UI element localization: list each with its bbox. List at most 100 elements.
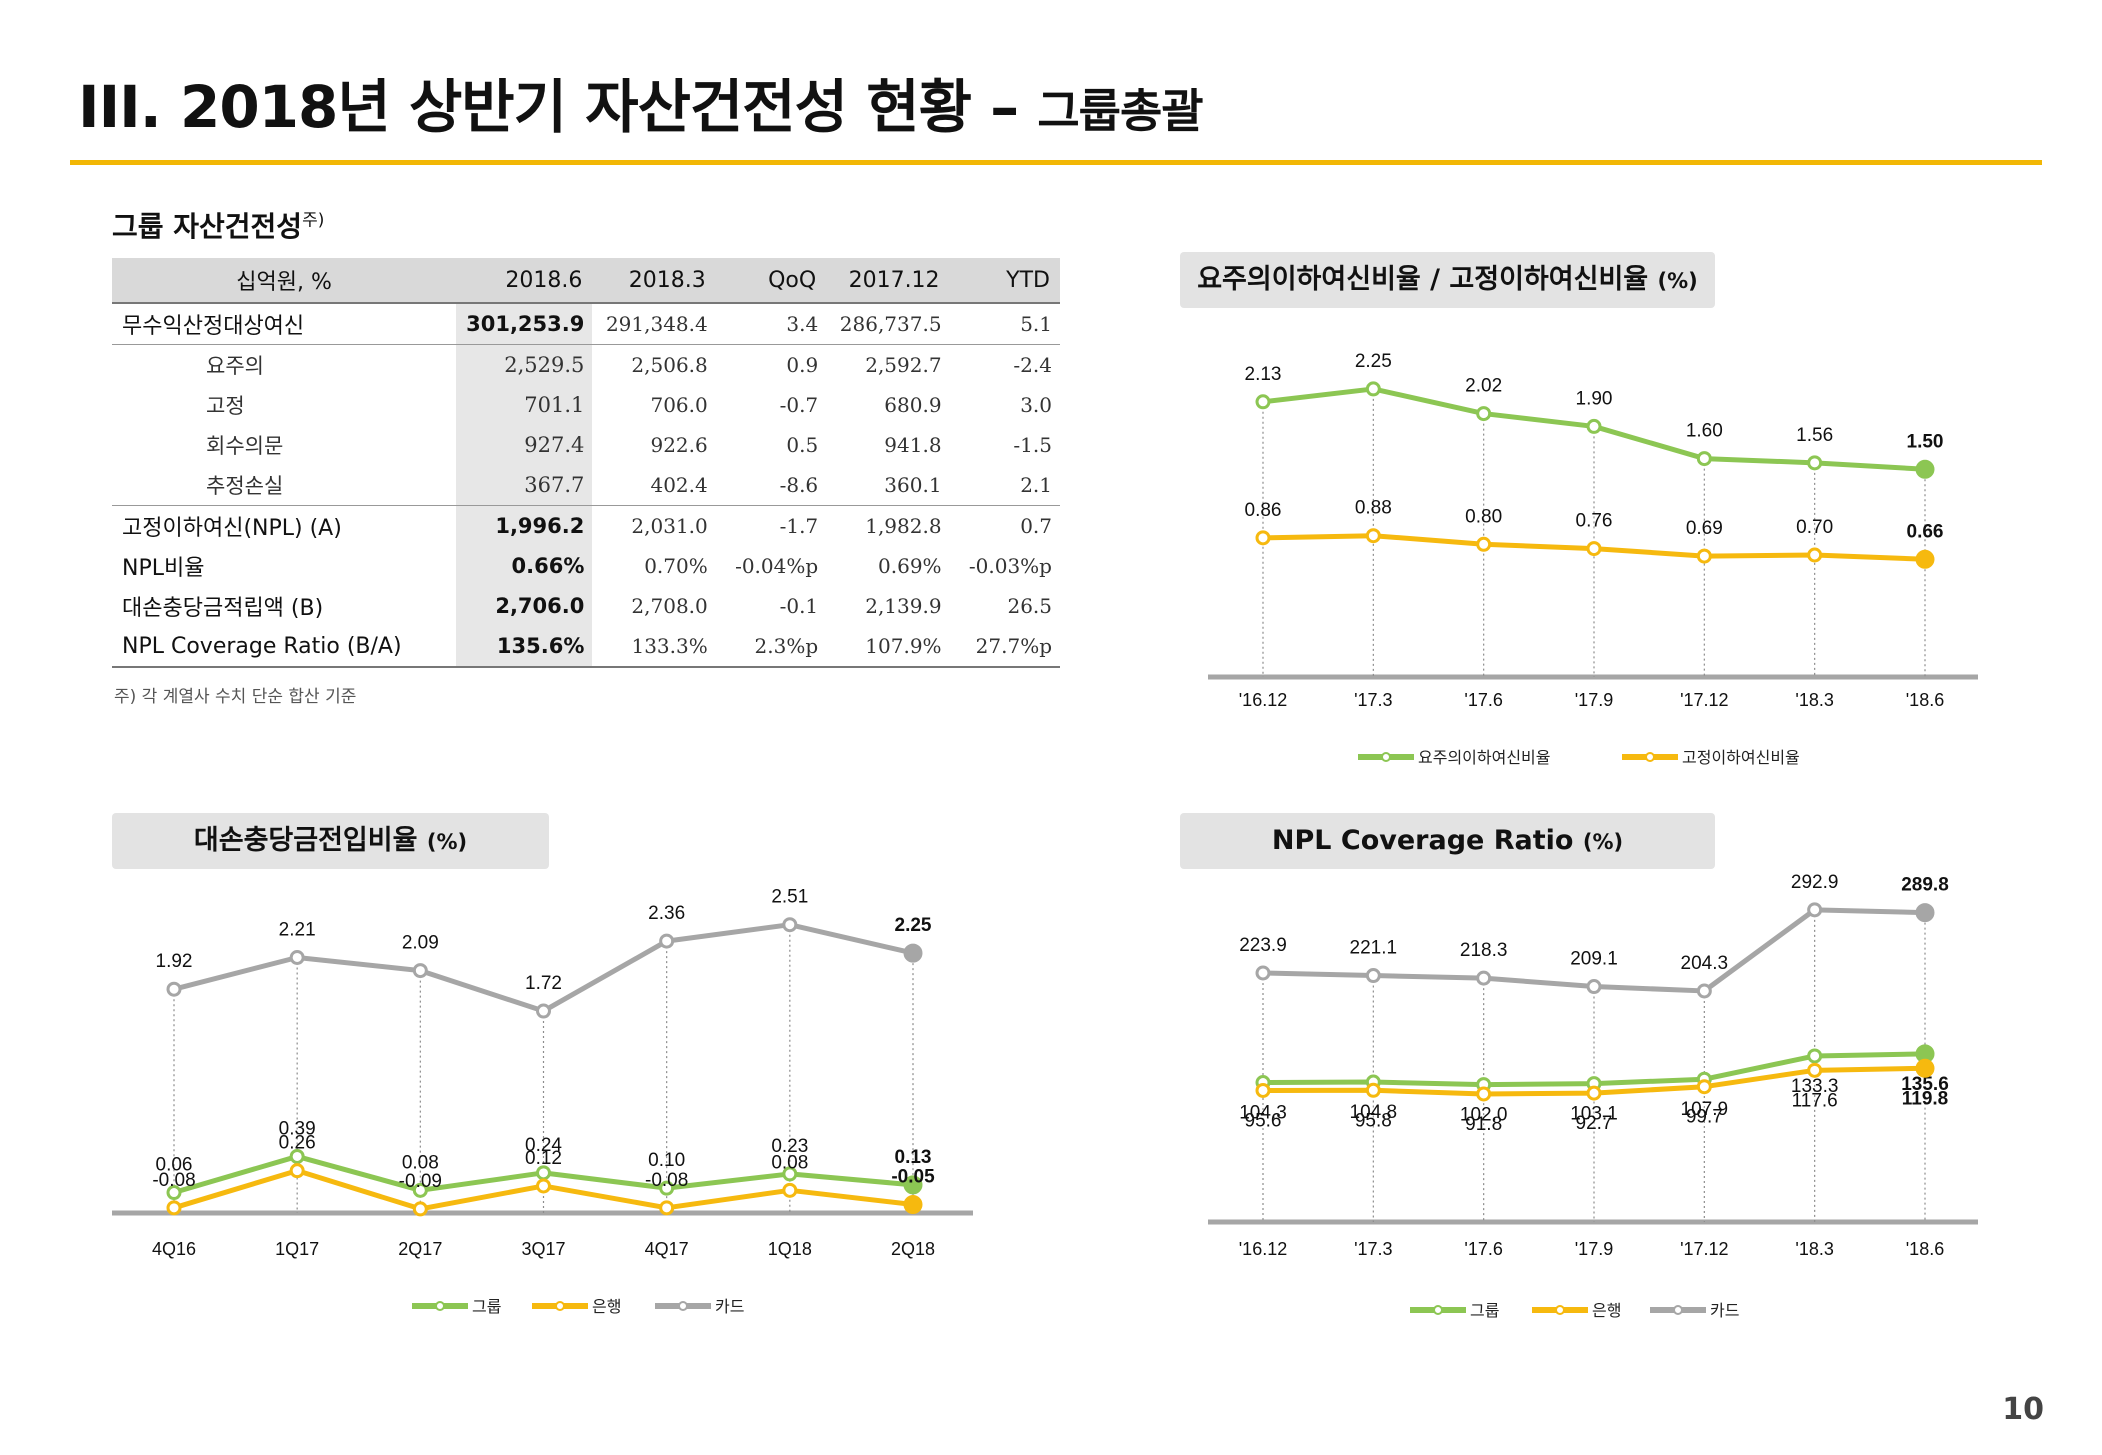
c1-data-label: 1.56	[1796, 425, 1833, 446]
table-title-note: 주)	[302, 210, 325, 231]
table-header-col: 2017.12	[826, 258, 950, 304]
c1-tick-label: '17.9	[1575, 690, 1613, 710]
table-header-col: 2018.3	[592, 258, 716, 304]
cell: -1.5	[1013, 433, 1052, 457]
cell: 360.1	[884, 473, 942, 497]
c3-data-label: 95.8	[1355, 1110, 1392, 1131]
c3-tick-label: '16.12	[1239, 1239, 1287, 1259]
c1-tick-label: '18.3	[1795, 690, 1833, 710]
cell: 2.1	[1020, 473, 1052, 497]
c1-data-point	[1807, 547, 1823, 563]
c1-data-point	[1915, 549, 1935, 569]
c2-data-label: 2.21	[279, 919, 316, 940]
c1-tick-label: '18.6	[1906, 690, 1944, 710]
table-header-col: 2018.6	[456, 258, 593, 304]
c2-data-label: 0.23	[771, 1136, 808, 1157]
cell: 2.3%p	[715, 626, 827, 668]
c1-data-point	[1476, 536, 1492, 552]
cell-2018-6: 2,706.0	[456, 586, 593, 626]
c2-data-point	[166, 1185, 182, 1201]
c2-data-point	[166, 1200, 182, 1216]
c1-tick-label: '17.3	[1354, 690, 1392, 710]
c3-data-label: 104.3	[1239, 1103, 1287, 1124]
c2-data-point	[659, 1200, 675, 1216]
c2-legend-marker	[435, 1301, 445, 1311]
cell: 2,708.0	[631, 594, 708, 618]
cell: 27.7%p	[949, 626, 1060, 668]
cell: 2,031.0	[592, 505, 716, 546]
c2-data-point	[782, 1182, 798, 1198]
c3-data-label: 107.9	[1681, 1099, 1729, 1120]
c2-tick-label: 2Q17	[398, 1239, 442, 1259]
c1-data-label: 1.50	[1907, 431, 1944, 452]
c3-data-label: 135.6	[1901, 1074, 1949, 1095]
c3-data-label: 289.8	[1901, 875, 1949, 896]
c2-data-point	[782, 917, 798, 933]
c3-data-point	[1586, 979, 1602, 995]
c1-data-label: 1.60	[1686, 421, 1723, 442]
c1-data-label: 0.80	[1465, 506, 1502, 527]
row-label: 추정손실	[206, 474, 284, 498]
c2-legend-marker	[555, 1301, 565, 1311]
c3-data-point	[1255, 965, 1271, 981]
cell: 291,348.4	[605, 312, 708, 336]
c2-data-point	[536, 1003, 551, 1019]
c2-tick-label: 3Q17	[521, 1239, 565, 1259]
row-label: 회수의문	[206, 434, 284, 458]
c3-tick-label: '17.6	[1464, 1239, 1502, 1259]
chart2-title-text: 대손충당금전입비율	[193, 825, 418, 856]
c2-legend-marker	[678, 1301, 688, 1311]
cell: -2.4	[949, 344, 1060, 385]
cell: 107.9%	[826, 626, 950, 668]
chart1-title: 요주의이하여신비율 / 고정이하여신비율 (%)	[1180, 252, 1715, 308]
c2-data-point	[166, 981, 182, 997]
c2-data-label: 2.51	[771, 887, 808, 908]
cell-2018-6: 367.7	[456, 465, 593, 506]
c1-data-point	[1586, 418, 1602, 434]
c1-data-point	[1365, 381, 1381, 397]
table-row: NPL비율 0.66% 0.70% -0.04%p 0.69% -0.03%p	[112, 546, 1060, 586]
c2-data-label: 2.09	[402, 933, 439, 954]
c1-legend-label: 요주의이하여신비율	[1418, 749, 1550, 767]
chart1-title-text: 요주의이하여신비율 / 고정이하여신비율	[1197, 264, 1649, 295]
c2-data-point	[536, 1178, 551, 1194]
cell: 680.9	[884, 393, 942, 417]
c1-data-label: 0.69	[1686, 518, 1723, 539]
c2-data-point	[289, 1163, 305, 1179]
c1-data-point	[1255, 530, 1271, 546]
cell: -0.1	[779, 594, 819, 618]
c2-data-point	[903, 1175, 923, 1195]
c1-legend-marker	[1381, 752, 1391, 762]
c3-data-point	[1476, 1086, 1492, 1102]
c2-data-label: 1.92	[156, 951, 193, 972]
c3-data-point	[1915, 1058, 1935, 1078]
c2-data-label: 0.08	[771, 1152, 808, 1173]
row-label: 요주의	[112, 344, 457, 385]
cell: 922.6	[650, 433, 708, 457]
c3-data-label: 91.8	[1465, 1114, 1502, 1135]
table-row: 고정이하여신(NPL) (A) 1,996.2 2,031.0 -1.7 1,9…	[112, 505, 1060, 546]
table-row: NPL Coverage Ratio (B/A) 135.6% 133.3% 2…	[112, 626, 1060, 668]
c2-legend-label: 은행	[592, 1298, 621, 1316]
c2-data-label: 0.06	[156, 1155, 193, 1176]
cell-2018-6: 2,529.5	[456, 344, 593, 385]
cell: -0.03%p	[968, 554, 1052, 578]
c1-data-label: 2.25	[1355, 351, 1392, 372]
cell: -1.7	[715, 505, 827, 546]
table-row: 추정손실 367.7 402.4 -8.6 360.1 2.1	[112, 465, 1060, 506]
c3-data-label: 103.1	[1570, 1104, 1618, 1125]
cell: 402.4	[650, 473, 708, 497]
c3-data-label: 117.6	[1792, 1090, 1838, 1111]
row-label: 무수익산정대상여신	[122, 314, 305, 339]
cell: 0.70%	[644, 554, 708, 578]
row-label: 고정	[206, 394, 245, 418]
c3-data-label: 204.3	[1681, 953, 1729, 974]
c3-tick-label: '18.6	[1906, 1239, 1944, 1259]
cell: 3.4	[786, 312, 819, 336]
c1-legend-marker	[1645, 752, 1655, 762]
table-section-title: 그룹 자산건전성주)	[112, 205, 324, 245]
c3-data-label: 102.0	[1460, 1105, 1508, 1126]
cell: 941.8	[884, 433, 942, 457]
c1-data-label: 0.66	[1907, 521, 1944, 542]
